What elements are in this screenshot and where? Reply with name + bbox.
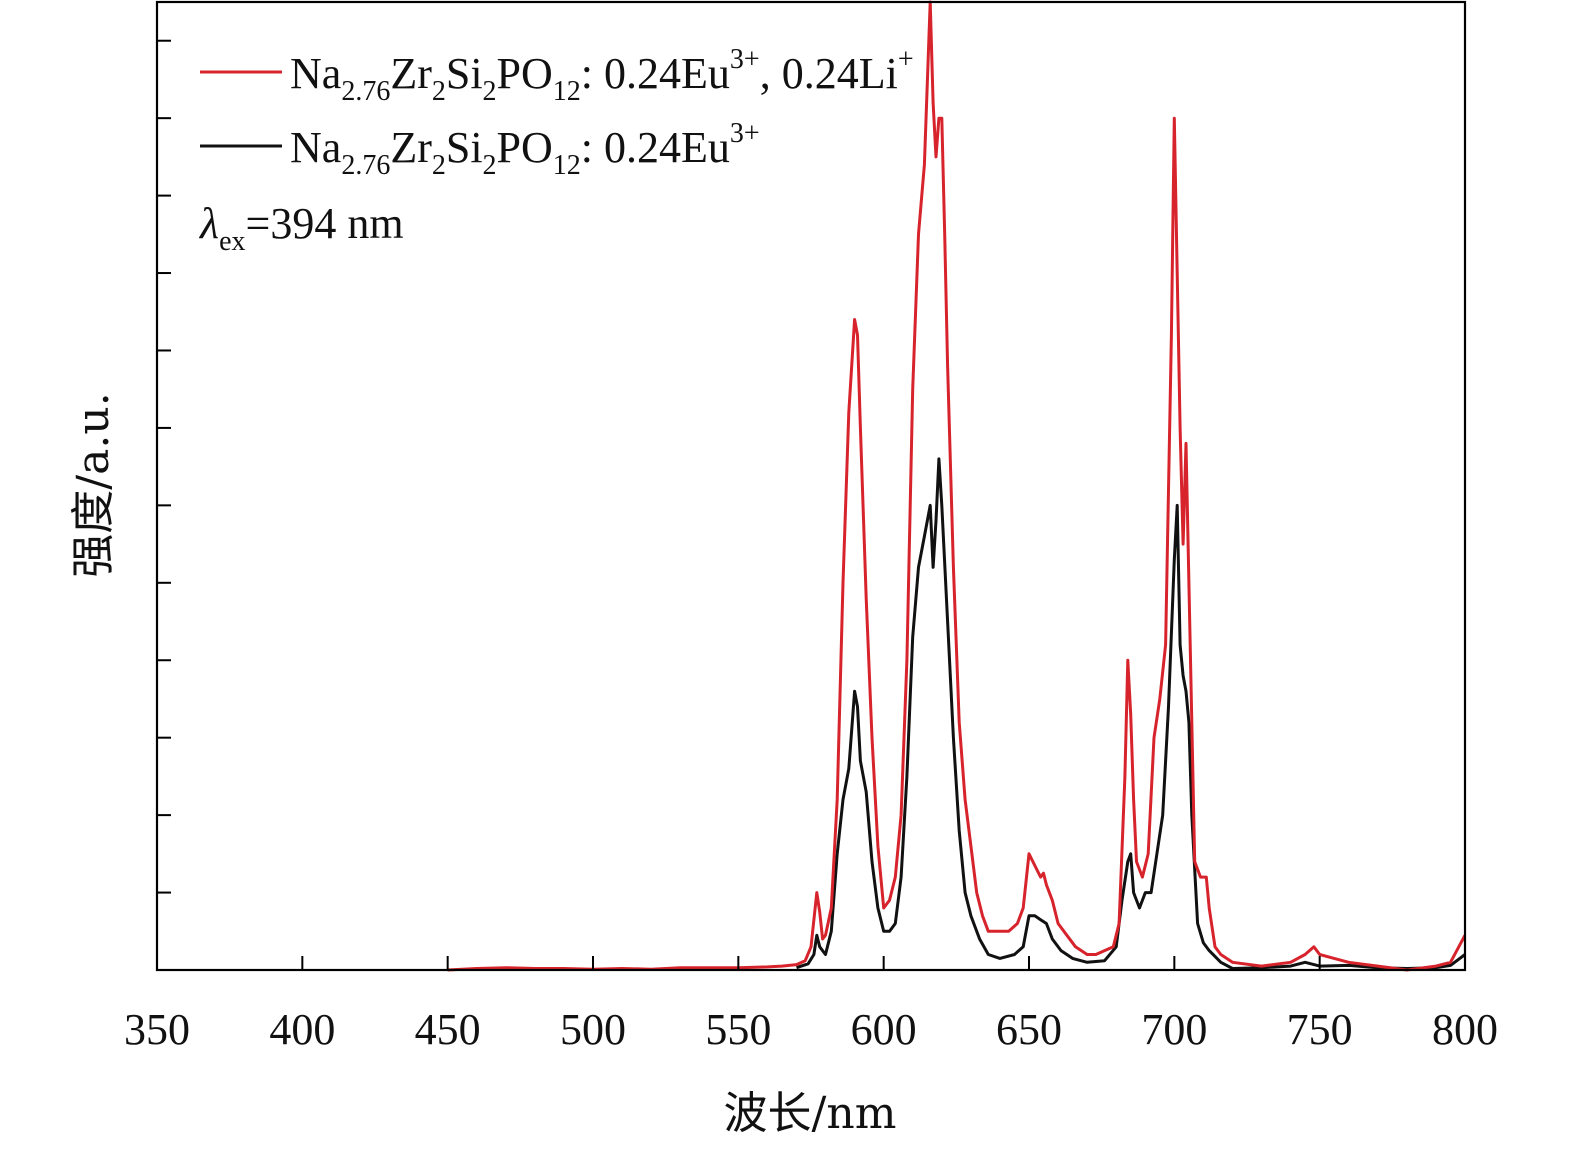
x-axis-ticks: 350 400 450 500 550 600 650 700 750 800 bbox=[124, 956, 1498, 1054]
plot-frame bbox=[155, 0, 1467, 972]
x-tick-label-350: 350 bbox=[124, 1005, 190, 1054]
x-tick-label-800: 800 bbox=[1432, 1005, 1498, 1054]
series-group bbox=[447, 0, 1467, 972]
x-axis-title: 波长/nm bbox=[724, 1088, 897, 1139]
series-line-2 bbox=[796, 457, 1466, 970]
y-axis-ticks bbox=[157, 39, 171, 894]
x-tick-label-500: 500 bbox=[560, 1005, 626, 1054]
y-axis-title: 强度/a.u. bbox=[68, 392, 119, 577]
x-tick-label-450: 450 bbox=[415, 1005, 481, 1054]
x-tick-label-600: 600 bbox=[851, 1005, 917, 1054]
legend-label-series-1: Na2.76Zr2Si2PO12: 0.24Eu3+, 0.24Li+ bbox=[290, 44, 914, 107]
legend-label-series-2: Na2.76Zr2Si2PO12: 0.24Eu3+ bbox=[290, 118, 760, 181]
x-tick-label-550: 550 bbox=[705, 1005, 771, 1054]
legend: Na2.76Zr2Si2PO12: 0.24Eu3+, 0.24Li+ Na2.… bbox=[198, 44, 914, 257]
excitation-annotation: λex=394 nm bbox=[198, 199, 404, 257]
plot-border bbox=[155, 0, 1467, 972]
series-line-1 bbox=[447, 0, 1467, 972]
x-tick-label-400: 400 bbox=[269, 1005, 335, 1054]
x-tick-label-750: 750 bbox=[1287, 1005, 1353, 1054]
x-tick-label-700: 700 bbox=[1141, 1005, 1207, 1054]
x-tick-label-650: 650 bbox=[996, 1005, 1062, 1054]
